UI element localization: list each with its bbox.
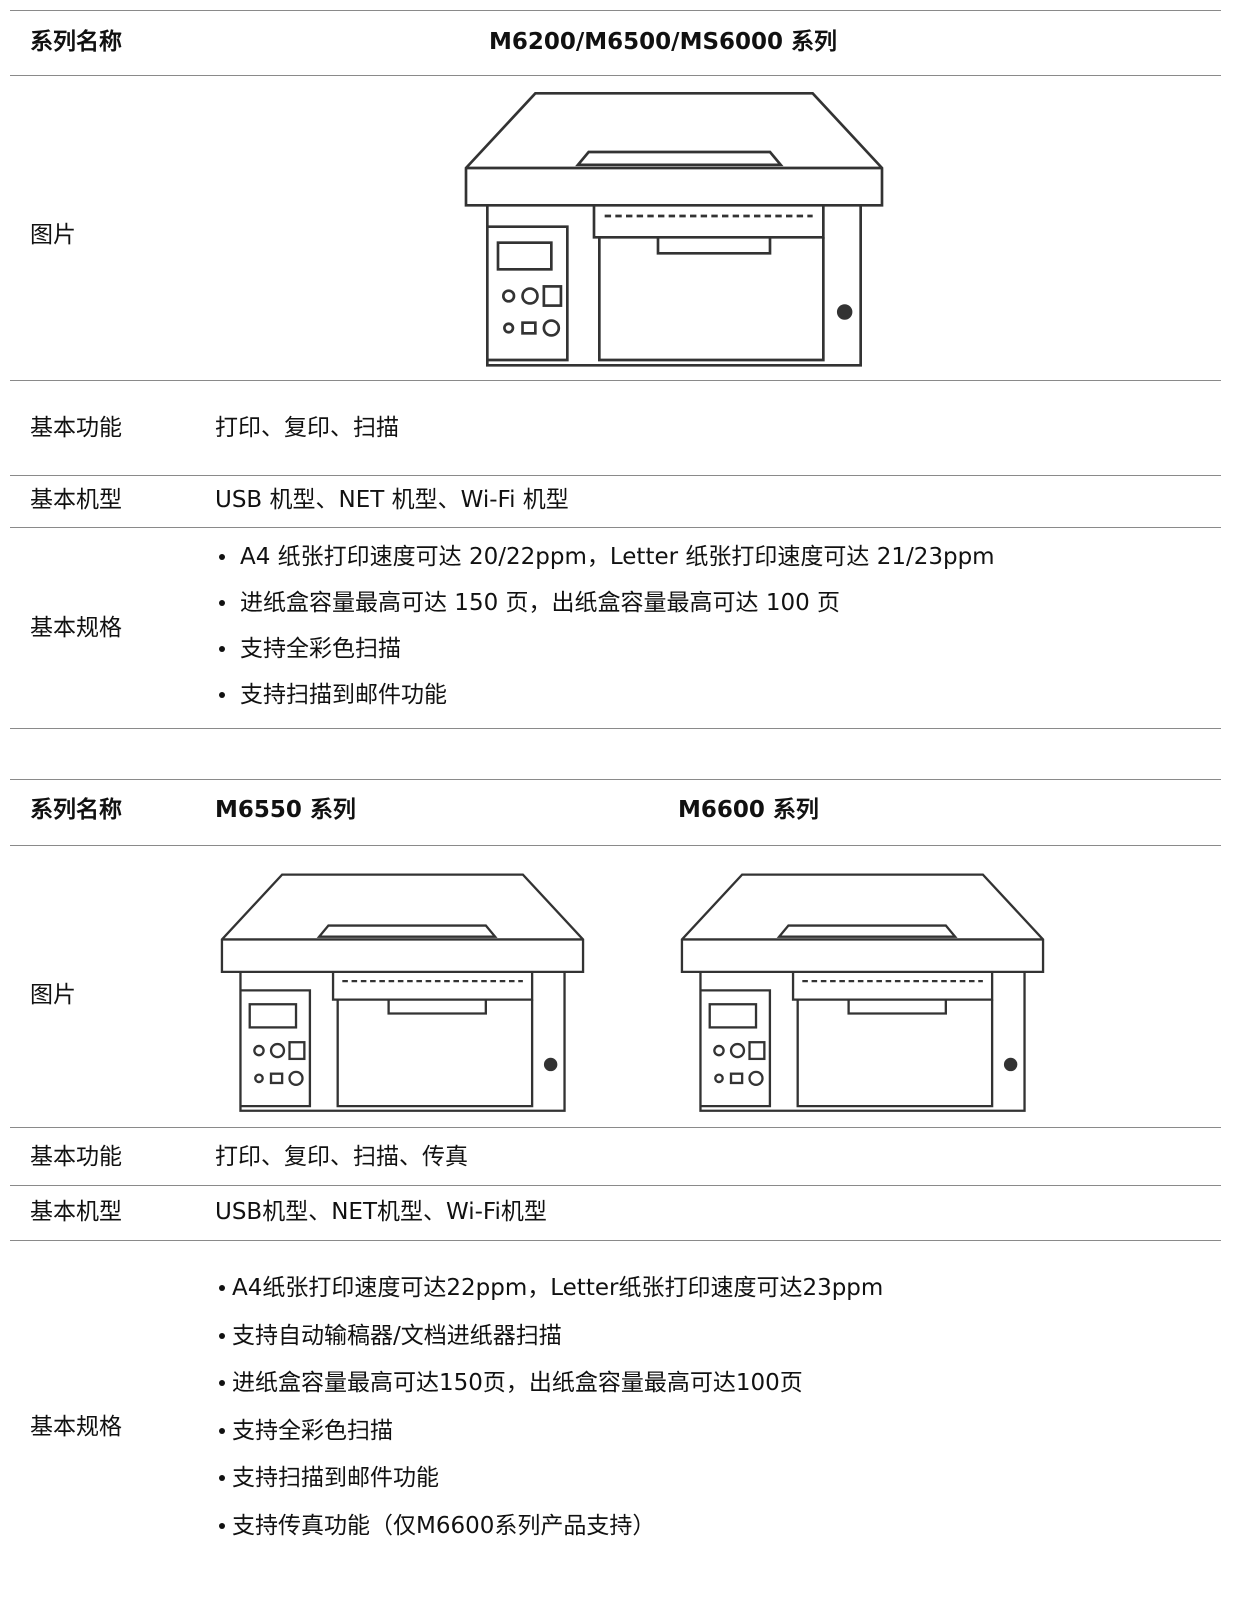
spec-item: 支持自动输稿器/文档进纸器扫描: [232, 1322, 562, 1349]
row-label: 图片: [30, 982, 76, 1008]
row-label: 基本机型: [30, 487, 122, 513]
series-name: M6200/M6500/MS6000 系列: [488, 29, 838, 55]
row-text: 打印、复印、扫描: [215, 415, 399, 441]
row-label: 基本功能: [30, 415, 122, 441]
bullet: [219, 1427, 225, 1434]
rule: [10, 75, 1221, 76]
series-name: M6600 系列: [678, 797, 819, 823]
rule: [10, 1185, 1221, 1186]
bullet: [219, 1285, 225, 1291]
series-name: M6550 系列: [215, 797, 356, 823]
rule: [10, 845, 1221, 846]
row-label: 基本规格: [30, 615, 122, 641]
row-text: USB机型、NET机型、Wi-Fi机型: [215, 1199, 547, 1225]
bullet: [219, 1380, 225, 1386]
spec-item: A4纸张打印速度可达22ppm，Letter纸张打印速度可达23ppm: [232, 1275, 884, 1301]
row-label: 基本机型: [30, 1199, 122, 1225]
row-text: USB 机型、NET 机型、Wi-Fi 机型: [215, 487, 569, 513]
row-label: 基本规格: [30, 1414, 122, 1440]
rule: [10, 728, 1221, 729]
bullet: [219, 646, 225, 652]
spec-item: 支持扫描到邮件功能: [232, 1465, 439, 1491]
rule: [10, 779, 1221, 780]
bullet: [219, 1522, 225, 1529]
printer-image: [215, 870, 590, 1120]
spec-item: 支持全彩色扫描: [240, 636, 401, 662]
rule: [10, 527, 1221, 528]
row-text: 打印、复印、扫描、传真: [215, 1144, 468, 1170]
rule: [10, 10, 1221, 11]
row-label: 图片: [30, 222, 76, 248]
spec-item: 进纸盒容量最高可达 150 页，出纸盒容量最高可达 100 页: [240, 590, 841, 616]
spec-item: 支持扫描到邮件功能: [240, 682, 447, 708]
header-label: 系列名称: [30, 797, 122, 823]
header-label: 系列名称: [30, 29, 122, 55]
rule: [10, 1240, 1221, 1241]
spec-item: A4 纸张打印速度可达 20/22ppm，Letter 纸张打印速度可达 21/…: [240, 544, 995, 570]
bullet: [219, 554, 225, 560]
rule: [10, 1127, 1221, 1128]
spec-item: 支持全彩色扫描: [232, 1417, 393, 1444]
bullet: [219, 1332, 225, 1339]
rule: [10, 380, 1221, 381]
spec-item: 支持传真功能（仅M6600系列产品支持）: [232, 1512, 656, 1539]
printer-image: [458, 88, 890, 376]
row-label: 基本功能: [30, 1144, 122, 1170]
bullet: [219, 600, 225, 606]
printer-image: [675, 870, 1050, 1120]
rule: [10, 475, 1221, 476]
bullet: [219, 1475, 225, 1481]
bullet: [219, 692, 225, 698]
spec-item: 进纸盒容量最高可达150页，出纸盒容量最高可达100页: [232, 1370, 803, 1396]
